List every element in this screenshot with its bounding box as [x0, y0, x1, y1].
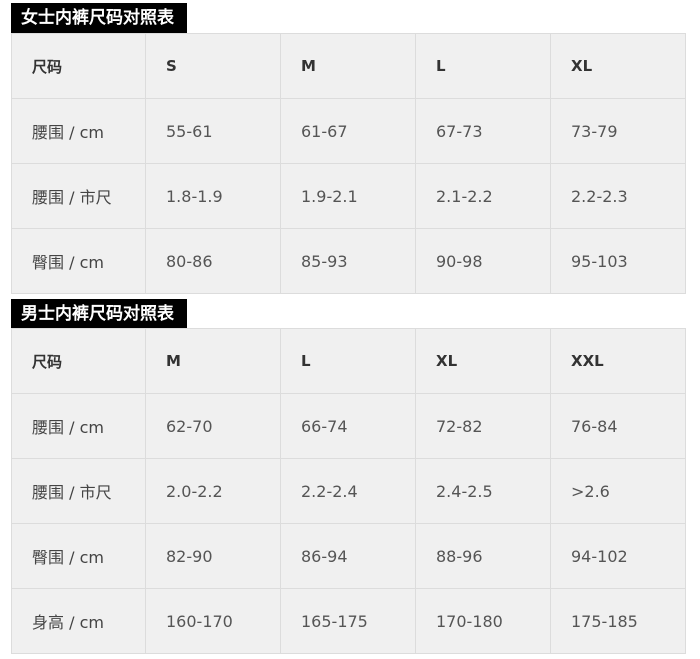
table-cell: 55-61 [145, 98, 281, 164]
table-cell: 2.1-2.2 [415, 163, 551, 229]
table-cell: M [145, 328, 281, 394]
women-size-table: 尺码 S M L XL 腰围 / cm 55-61 61-67 67-73 73-79 腰围 / 市… [11, 33, 686, 294]
table-cell: 61-67 [280, 98, 416, 164]
table-cell: L [280, 328, 416, 394]
table-cell: 2.2-2.4 [280, 458, 416, 524]
row-label: 腰围 / 市尺 [11, 458, 146, 524]
table-cell: 86-94 [280, 523, 416, 589]
table-cell: 82-90 [145, 523, 281, 589]
table-cell: 165-175 [280, 588, 416, 654]
row-label: 尺码 [11, 328, 146, 394]
table-cell: 175-185 [550, 588, 686, 654]
row-label: 臀围 / cm [11, 523, 146, 589]
table-cell: 76-84 [550, 393, 686, 459]
header-row: 尺码 S M L XL [11, 33, 686, 99]
table-cell: 73-79 [550, 98, 686, 164]
table-cell: >2.6 [550, 458, 686, 524]
table-cell: 90-98 [415, 228, 551, 294]
men-size-table: 尺码 M L XL XXL 腰围 / cm 62-70 66-74 72-82 76-84 腰围 /… [11, 328, 686, 654]
table-cell: 170-180 [415, 588, 551, 654]
table-cell: 2.0-2.2 [145, 458, 281, 524]
table-cell: 95-103 [550, 228, 686, 294]
row-label: 腰围 / cm [11, 98, 146, 164]
table-row: 腰围 / 市尺 1.8-1.9 1.9-2.1 2.1-2.2 2.2-2.3 [11, 163, 686, 229]
table-cell: L [415, 33, 551, 99]
table-cell: XXL [550, 328, 686, 394]
row-label: 臀围 / cm [11, 228, 146, 294]
table-cell: 1.9-2.1 [280, 163, 416, 229]
table-cell: 66-74 [280, 393, 416, 459]
row-label: 腰围 / cm [11, 393, 146, 459]
table-cell: 1.8-1.9 [145, 163, 281, 229]
table-cell: 94-102 [550, 523, 686, 589]
row-label: 身高 / cm [11, 588, 146, 654]
table-cell: XL [550, 33, 686, 99]
table-row: 腰围 / 市尺 2.0-2.2 2.2-2.4 2.4-2.5 >2.6 [11, 458, 686, 524]
table-row: 腰围 / cm 55-61 61-67 67-73 73-79 [11, 98, 686, 164]
table-cell: 80-86 [145, 228, 281, 294]
table-row: 臀围 / cm 82-90 86-94 88-96 94-102 [11, 523, 686, 589]
table-cell: 88-96 [415, 523, 551, 589]
table-cell: 2.4-2.5 [415, 458, 551, 524]
table-cell: 62-70 [145, 393, 281, 459]
table-cell: S [145, 33, 281, 99]
table-cell: M [280, 33, 416, 99]
table-cell: 72-82 [415, 393, 551, 459]
table-row: 身高 / cm 160-170 165-175 170-180 175-185 [11, 588, 686, 654]
table-row: 臀围 / cm 80-86 85-93 90-98 95-103 [11, 228, 686, 294]
header-row: 尺码 M L XL XXL [11, 328, 686, 394]
table-row: 腰围 / cm 62-70 66-74 72-82 76-84 [11, 393, 686, 459]
table-cell: 2.2-2.3 [550, 163, 686, 229]
table-cell: 160-170 [145, 588, 281, 654]
table-cell: XL [415, 328, 551, 394]
row-label: 腰围 / 市尺 [11, 163, 146, 229]
row-label: 尺码 [11, 33, 146, 99]
table-cell: 85-93 [280, 228, 416, 294]
women-table-title: 女士内裤尺码对照表 [11, 3, 187, 33]
table-cell: 67-73 [415, 98, 551, 164]
men-table-title: 男士内裤尺码对照表 [11, 299, 187, 329]
